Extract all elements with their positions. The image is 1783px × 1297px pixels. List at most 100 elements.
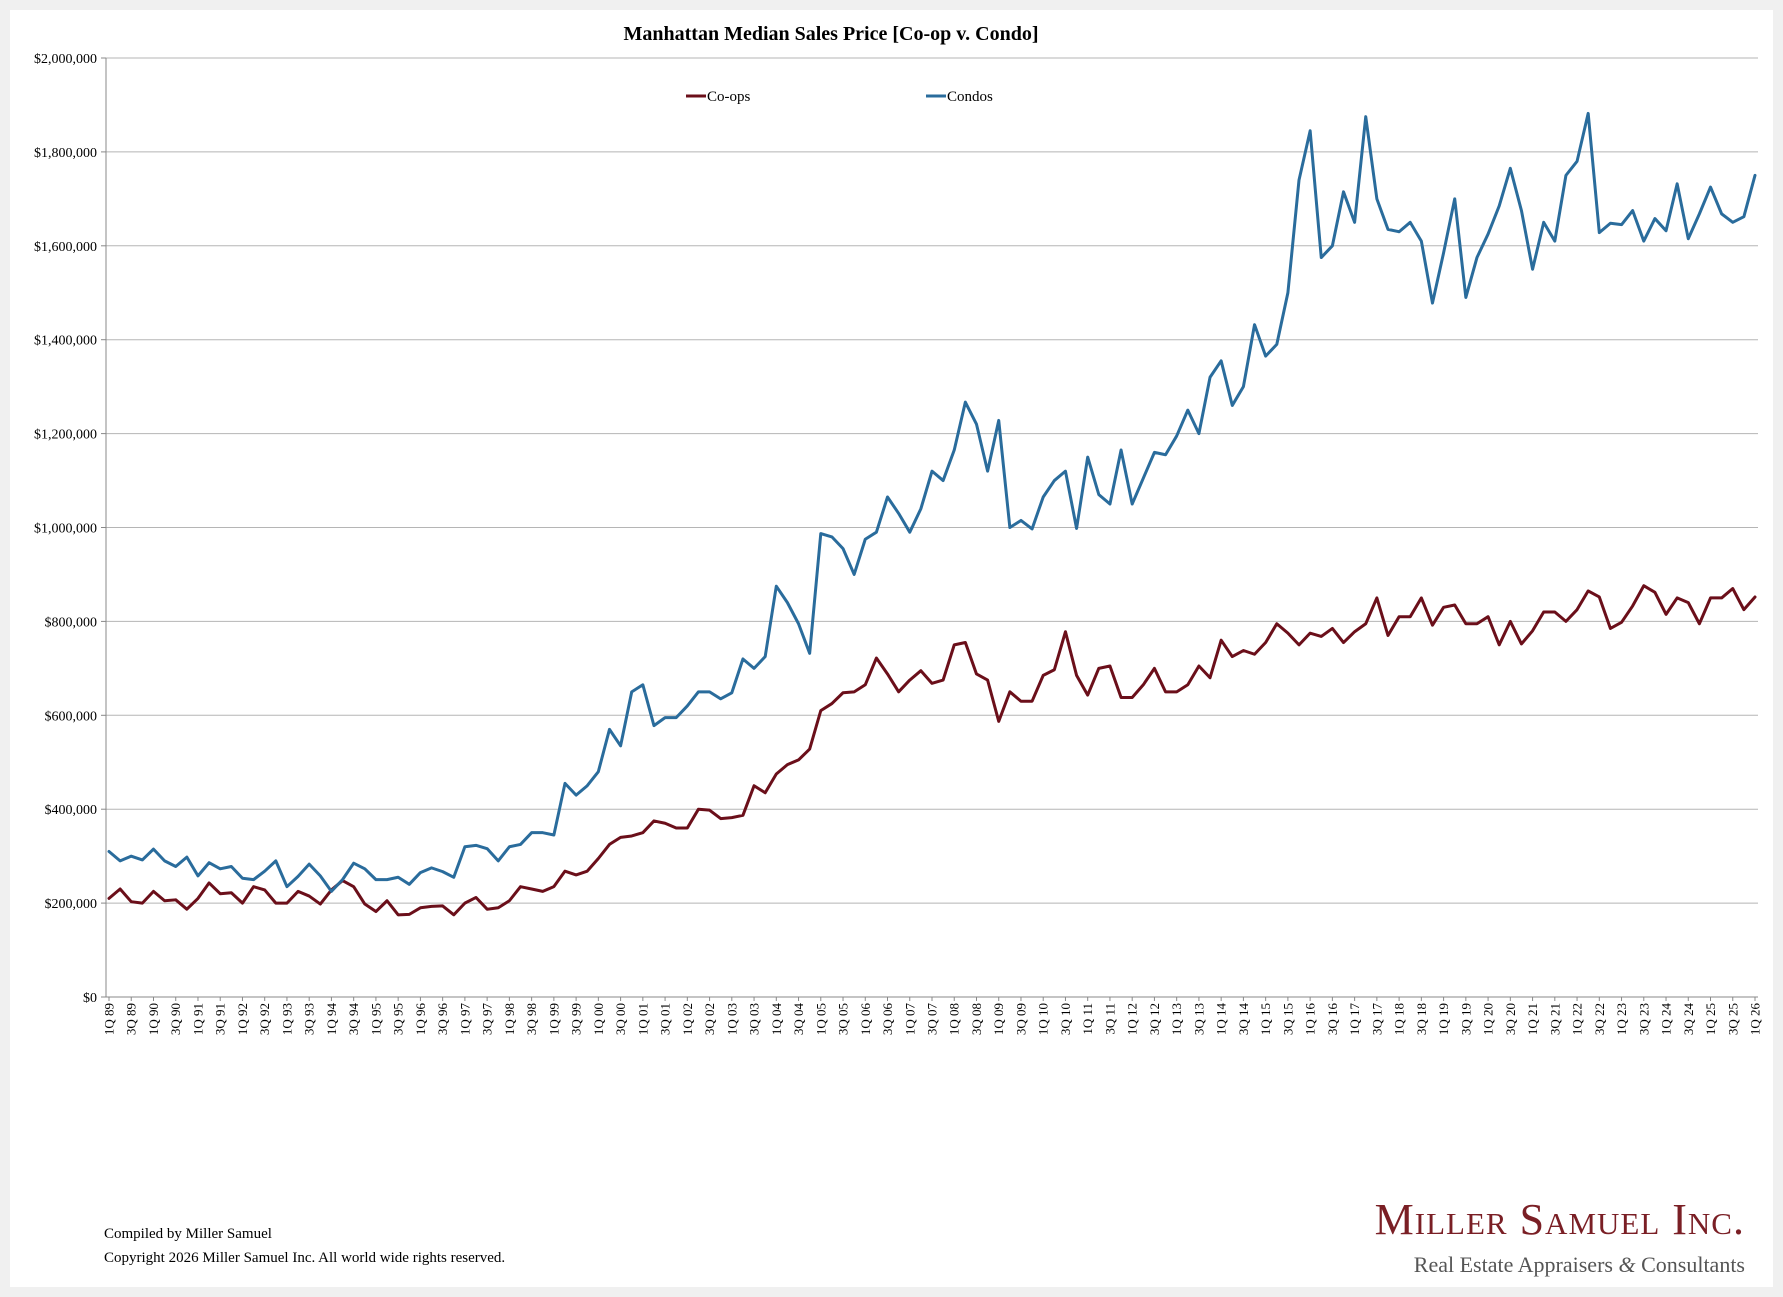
x-tick-label: 3Q 21 [1547,1003,1562,1035]
x-tick-label: 1Q 99 [546,1003,561,1035]
x-tick-label: 1Q 07 [902,1003,917,1036]
x-tick-label: 1Q 13 [1169,1003,1184,1035]
x-tick-label: 1Q 12 [1125,1003,1140,1035]
x-tick-label: 1Q 22 [1570,1003,1585,1035]
y-tick-label: $0 [83,991,97,1006]
chart-frame: Manhattan Median Sales Price [Co-op v. C… [10,10,1773,1287]
x-tick-label: 3Q 00 [613,1003,628,1035]
x-tick-label: 3Q 24 [1681,1003,1696,1036]
x-tick-label: 1Q 89 [102,1003,117,1035]
y-tick-label: $1,200,000 [34,428,97,443]
logo-tagline-ampersand: & [1618,1252,1636,1277]
x-tick-label: 3Q 09 [1013,1003,1028,1035]
x-tick-label: 3Q 05 [836,1003,851,1035]
line-chart: Manhattan Median Sales Price [Co-op v. C… [34,23,1763,1035]
x-tick-label: 1Q 98 [502,1003,517,1035]
x-tick-label: 3Q 12 [1147,1003,1162,1035]
y-tick-label: $1,600,000 [34,240,97,255]
x-tick-label: 1Q 24 [1659,1003,1674,1036]
x-tick-label: 3Q 17 [1369,1003,1384,1036]
x-tick-label: 3Q 98 [524,1003,539,1035]
x-tick-label: 1Q 04 [769,1003,784,1036]
x-tick-label: 1Q 97 [457,1003,472,1036]
x-tick-label: 3Q 99 [569,1003,584,1035]
y-tick-label: $1,800,000 [34,146,97,161]
x-tick-label: 3Q 96 [435,1003,450,1036]
x-tick-label: 1Q 15 [1258,1003,1273,1035]
x-tick-label: 1Q 00 [591,1003,606,1035]
y-tick-label: $400,000 [45,803,98,818]
logo-tagline-part-1: Real Estate Appraisers [1413,1252,1613,1277]
x-tick-label: 1Q 08 [947,1003,962,1035]
x-tick-label: 3Q 15 [1280,1003,1295,1035]
x-tick-label: 1Q 05 [813,1003,828,1035]
x-tick-label: 3Q 04 [791,1003,806,1036]
x-tick-label: 3Q 01 [658,1003,673,1035]
x-tick-label: 3Q 10 [1058,1003,1073,1035]
x-tick-label: 1Q 94 [324,1003,339,1036]
x-tick-label: 1Q 02 [680,1003,695,1035]
x-tick-label: 3Q 11 [1102,1003,1117,1035]
x-tick-label: 3Q 18 [1414,1003,1429,1035]
x-tick-label: 3Q 14 [1236,1003,1251,1036]
y-tick-label: $600,000 [45,709,98,724]
x-tick-label: 1Q 11 [1080,1003,1095,1035]
x-tick-label: 3Q 20 [1503,1003,1518,1035]
x-tick-label: 3Q 91 [213,1003,228,1035]
x-tick-label: 3Q 95 [391,1003,406,1035]
x-tick-label: 1Q 03 [724,1003,739,1035]
x-tick-label: 1Q 21 [1525,1003,1540,1035]
x-tick-label: 3Q 23 [1636,1003,1651,1035]
y-tick-label: $800,000 [45,615,98,630]
x-tick-label: 1Q 92 [235,1003,250,1035]
copyright-note: Copyright 2026 Miller Samuel Inc. All wo… [104,1250,506,1266]
miller-samuel-logo: Miller Samuel Inc. Real Estate Appraiser… [1375,1198,1745,1278]
x-tick-label: 1Q 16 [1303,1003,1318,1036]
x-tick-label: 3Q 25 [1725,1003,1740,1035]
y-axis: $0 $200,000 $400,000 $600,000 $800,000 $1,000… [34,52,107,1006]
series-line-condos [107,111,1757,893]
x-tick-label: 3Q 93 [302,1003,317,1035]
x-tick-label: 1Q 91 [190,1003,205,1035]
x-tick-label: 3Q 13 [1191,1003,1206,1035]
x-tick-label: 3Q 22 [1592,1003,1607,1035]
x-tick-label: 3Q 08 [969,1003,984,1035]
x-tick-label: 1Q 18 [1392,1003,1407,1035]
x-tick-label: 3Q 90 [168,1003,183,1035]
series-lines [107,111,1757,917]
legend-label: Co-ops [707,89,751,105]
x-tick-label: 1Q 20 [1481,1003,1496,1035]
x-tick-label: 1Q 23 [1614,1003,1629,1035]
x-tick-label: 3Q 03 [747,1003,762,1035]
x-tick-label: 3Q 89 [124,1003,139,1035]
x-tick-label: 1Q 17 [1347,1003,1362,1036]
gridlines [106,57,1758,998]
x-tick-label: 1Q 93 [279,1003,294,1035]
chart-title: Manhattan Median Sales Price [Co-op v. C… [624,23,1039,45]
logo-company-name: Miller Samuel Inc. [1374,1195,1745,1244]
x-tick-label: 3Q 92 [257,1003,272,1035]
x-tick-label: 1Q 10 [1036,1003,1051,1035]
x-tick-label: 1Q 01 [635,1003,650,1035]
x-tick-label: 1Q 26 [1748,1003,1763,1036]
series-line-co-ops [107,584,1757,917]
compiled-by-note: Compiled by Miller Samuel [104,1226,272,1242]
logo-tagline: Real Estate Appraisers & Consultants [1375,1252,1745,1278]
x-tick-label: 1Q 95 [368,1003,383,1035]
legend-label: Condos [947,89,993,105]
legend: Co-ops Condos [686,89,993,105]
x-tick-label: 3Q 94 [346,1003,361,1036]
x-axis: 1Q 89 3Q 89 1Q 90 3Q 90 1Q 91 3Q 91 1Q 92 3Q 92… [102,997,1763,1035]
x-tick-label: 1Q 14 [1214,1003,1229,1036]
logo-tagline-part-2: Consultants [1641,1252,1745,1277]
x-tick-label: 1Q 25 [1703,1003,1718,1035]
x-tick-label: 1Q 09 [991,1003,1006,1035]
y-tick-label: $1,000,000 [34,522,97,537]
y-tick-label: $2,000,000 [34,52,97,67]
x-tick-label: 1Q 96 [413,1003,428,1036]
x-tick-label: 3Q 06 [880,1003,895,1036]
x-tick-label: 1Q 06 [858,1003,873,1036]
x-tick-label: 3Q 16 [1325,1003,1340,1036]
x-tick-label: 3Q 19 [1458,1003,1473,1035]
y-tick-label: $1,400,000 [34,334,97,349]
